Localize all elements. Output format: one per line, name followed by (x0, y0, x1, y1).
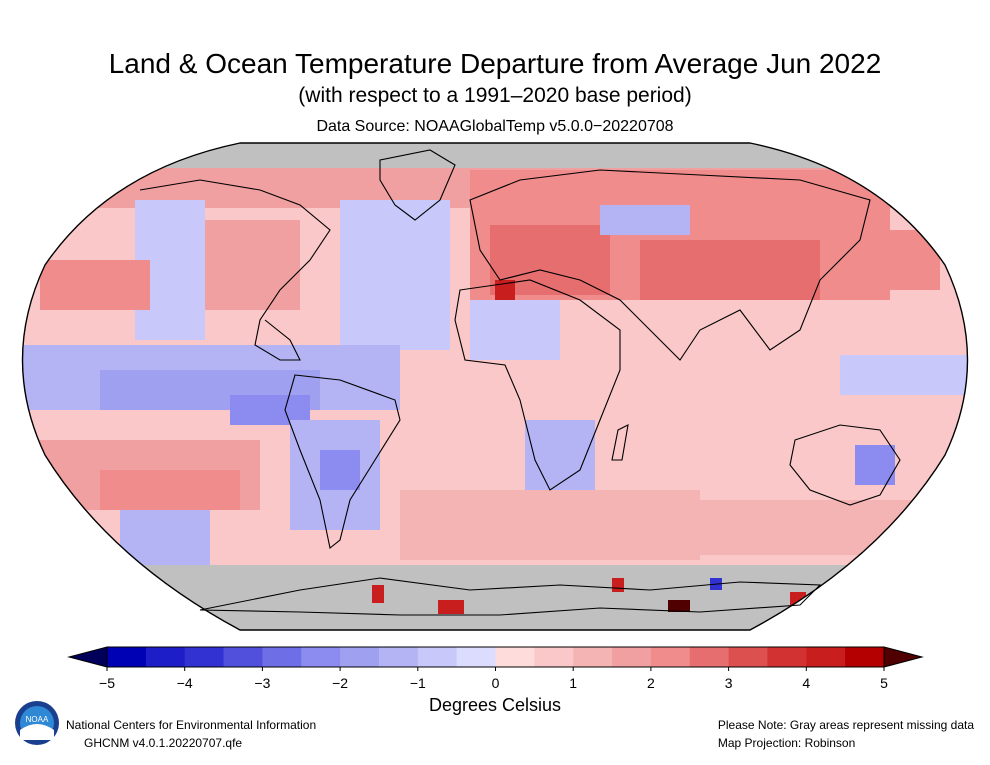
colorbar-tick-label: 0 (491, 675, 500, 691)
colorbar-tick-label: −1 (409, 675, 426, 691)
colorbar-swatch (262, 647, 302, 667)
africa-outline (454, 279, 621, 491)
missing-data-note: Please Note: Gray areas represent missin… (717, 718, 974, 732)
colorbar-tick-label: 2 (646, 675, 655, 691)
colorbar-swatch (728, 647, 768, 667)
colorbar-swatch (417, 647, 458, 667)
footer-left: National Centers for Environmental Infor… (66, 716, 316, 752)
colorbar-tick-label: −3 (254, 675, 271, 691)
coastlines (139, 149, 901, 616)
south-america-outline (284, 374, 401, 549)
colorbar-tick-label: −5 (99, 675, 115, 691)
antarctica-outline (199, 577, 822, 616)
data-source: Data Source: NOAAGlobalTemp v5.0.0−20220… (316, 118, 674, 135)
noaa-logo-icon: NOAA (15, 701, 59, 745)
projection-note: Map Projection: Robinson (717, 736, 856, 750)
colorbar-swatch (650, 647, 691, 667)
map-border (21, 142, 969, 631)
colorbar-tick-label: 5 (880, 675, 888, 691)
chart-title: Land & Ocean Temperature Departure from … (108, 48, 882, 79)
colorbar-low-arrow (67, 646, 108, 668)
north-america-outline (139, 179, 331, 361)
colorbar-swatch (145, 647, 186, 667)
colorbar-swatch (378, 647, 419, 667)
colorbar-swatch (573, 647, 613, 667)
colorbar-swatch (495, 647, 535, 667)
australia-outline (789, 424, 901, 506)
colorbar-swatch (107, 647, 147, 667)
colorbar-swatch (689, 647, 730, 667)
colorbar-swatch (340, 647, 380, 667)
europe-asia-outline (469, 169, 871, 361)
colorbar-tick-label: 1 (569, 675, 578, 691)
colorbar-swatch (456, 647, 496, 667)
colorbar-tick-label: 3 (724, 675, 733, 691)
logo-text: NOAA (26, 715, 49, 724)
colorbar-swatch (845, 647, 885, 667)
colorbar-tick-label: −2 (332, 675, 349, 691)
greenland-outline (379, 149, 456, 221)
madagascar-outline (611, 424, 629, 461)
colorbar-tick-label: −4 (176, 675, 193, 691)
colorbar-high-arrow (883, 646, 924, 668)
footer-right: Please Note: Gray areas represent missin… (718, 716, 974, 752)
map-field (22, 143, 968, 630)
colorbar-swatch (223, 647, 263, 667)
colorbar-swatch (767, 647, 807, 667)
chart-subtitle: (with respect to a 1991–2020 base period… (298, 84, 692, 107)
colorbar-title: Degrees Celsius (428, 695, 562, 715)
colorbar-tick-label: 4 (802, 675, 811, 691)
colorbar-swatch (534, 647, 574, 667)
organization-name: National Centers for Environmental Infor… (66, 718, 317, 732)
colorbar-swatch (806, 647, 846, 667)
dataset-version: GHCNM v4.0.1.20220707.qfe (84, 736, 243, 750)
colorbar-swatch (612, 647, 652, 667)
colorbar-swatch (184, 647, 225, 667)
colorbar-swatch (301, 647, 341, 667)
